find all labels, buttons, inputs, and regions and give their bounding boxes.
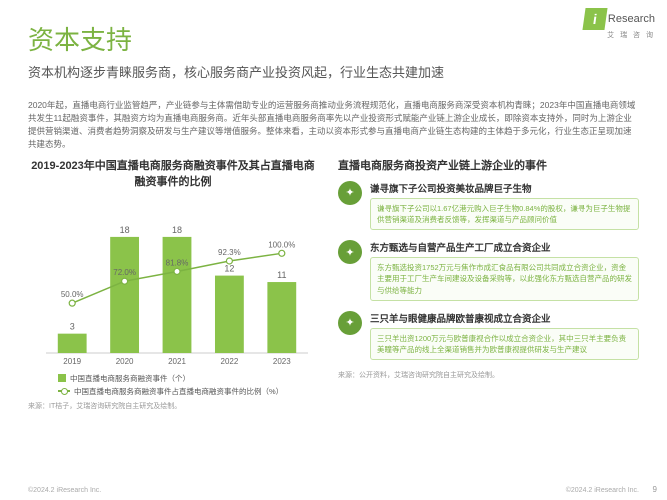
event-item: ✦ 谦寻旗下子公司投资美妆品牌巨子生物 谦寻旗下子公司以1.67亿港元购入巨子生… — [338, 181, 639, 231]
svg-text:50.0%: 50.0% — [61, 290, 84, 299]
chart-legend: 中国直播电商服务商融资事件（个） 中国直播电商服务商融资事件占直播电商融资事件的… — [28, 373, 318, 397]
page-number: 9 — [653, 485, 657, 494]
svg-text:2020: 2020 — [116, 357, 134, 366]
svg-text:81.8%: 81.8% — [166, 258, 189, 267]
event-desc: 谦寻旗下子公司以1.67亿港元购入巨子生物0.84%的股权，谦寻为巨子生物提供营… — [370, 198, 639, 231]
chart-title: 2019-2023年中国直播电商服务商融资事件及其占直播电商融资事件的比例 — [28, 159, 318, 190]
event-title: 谦寻旗下子公司投资美妆品牌巨子生物 — [370, 181, 639, 195]
svg-text:2019: 2019 — [63, 357, 81, 366]
event-title: 三只羊与眼健康品牌欧普康视成立合资企业 — [370, 311, 639, 325]
event-desc: 三只羊出资1200万元与欧普康视合作以成立合资企业，其中三只羊主要负责美瞳等产品… — [370, 328, 639, 361]
legend-line-icon — [58, 390, 70, 392]
svg-text:100.0%: 100.0% — [268, 240, 295, 249]
svg-text:92.3%: 92.3% — [218, 248, 241, 257]
event-bullet-icon: ✦ — [338, 311, 362, 335]
intro-paragraph: 2020年起，直播电商行业监管趋严，产业链参与主体需借助专业的运营服务商推动业务… — [0, 91, 667, 156]
svg-text:2021: 2021 — [168, 357, 186, 366]
event-title: 东方甄选与自营产品生产工厂成立合资企业 — [370, 240, 639, 254]
svg-text:2023: 2023 — [273, 357, 291, 366]
svg-text:12: 12 — [224, 264, 234, 274]
page-subtitle: 资本机构逐步青睐服务商，核心服务商产业投资风起，行业生态共建加速 — [28, 63, 639, 83]
chart-source: 来源：IT桔子，艾瑞咨询研究院自主研究及绘制。 — [28, 401, 318, 411]
events-source: 来源：公开资料，艾瑞咨询研究院自主研究及绘制。 — [338, 370, 639, 380]
svg-text:18: 18 — [172, 225, 182, 235]
page-title: 资本支持 — [28, 20, 639, 57]
copyright-left: ©2024.2 iResearch Inc. — [28, 487, 101, 494]
event-bullet-icon: ✦ — [338, 240, 362, 264]
legend-line-label: 中国直播电商服务商融资事件占直播电商融资事件的比例（%） — [74, 386, 283, 397]
svg-text:2022: 2022 — [221, 357, 239, 366]
svg-text:11: 11 — [277, 270, 286, 280]
legend-bar-icon — [58, 374, 66, 382]
event-item: ✦ 三只羊与眼健康品牌欧普康视成立合资企业 三只羊出资1200万元与欧普康视合作… — [338, 311, 639, 361]
svg-text:18: 18 — [120, 225, 130, 235]
legend-bar-label: 中国直播电商服务商融资事件（个） — [70, 373, 190, 384]
copyright-right: ©2024.2 iResearch Inc. — [566, 487, 639, 494]
logo-tagline: 艾 瑞 咨 询 — [607, 30, 655, 40]
event-bullet-icon: ✦ — [338, 181, 362, 205]
logo-brand-text: Research — [608, 13, 655, 25]
event-desc: 东方甄选投资1752万元与焦作市成汇食品有限公司共同成立合资企业，资金主要用于工… — [370, 257, 639, 301]
events-column: 直播电商服务商投资产业链上游企业的事件 ✦ 谦寻旗下子公司投资美妆品牌巨子生物 … — [338, 159, 639, 411]
page-header: 资本支持 资本机构逐步青睐服务商，核心服务商产业投资风起，行业生态共建加速 — [0, 0, 667, 91]
brand-logo: i Research — [584, 8, 655, 30]
svg-text:72.0%: 72.0% — [113, 268, 136, 277]
events-list: ✦ 谦寻旗下子公司投资美妆品牌巨子生物 谦寻旗下子公司以1.67亿港元购入巨子生… — [338, 181, 639, 361]
page-footer: ©2024.2 iResearch Inc. ©2024.2 iResearch… — [28, 487, 639, 494]
chart-column: 2019-2023年中国直播电商服务商融资事件及其占直播电商融资事件的比例 3 2… — [28, 159, 318, 411]
combo-chart: 3 2019 18 2020 18 2021 12 2022 11 2023 50.0% 72.0% 8… — [28, 196, 318, 371]
events-title: 直播电商服务商投资产业链上游企业的事件 — [338, 159, 639, 174]
content-columns: 2019-2023年中国直播电商服务商融资事件及其占直播电商融资事件的比例 3 2… — [0, 155, 667, 411]
event-item: ✦ 东方甄选与自营产品生产工厂成立合资企业 东方甄选投资1752万元与焦作市成汇… — [338, 240, 639, 301]
logo-mark-icon: i — [582, 8, 607, 30]
svg-text:3: 3 — [70, 322, 75, 332]
